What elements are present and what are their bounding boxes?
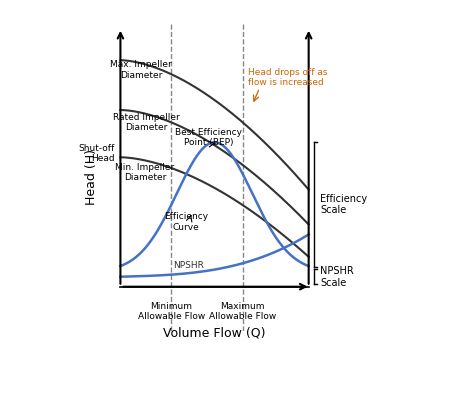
Text: Efficiency
Curve: Efficiency Curve (164, 212, 209, 232)
Text: Best Efficiency
Point (BEP): Best Efficiency Point (BEP) (175, 128, 242, 147)
Text: Head (H): Head (H) (85, 149, 98, 205)
Text: Min. Impeller
Diameter: Min. Impeller Diameter (115, 162, 174, 182)
Text: Minimum
Allowable Flow: Minimum Allowable Flow (137, 302, 205, 321)
Text: Maximum
Allowable Flow: Maximum Allowable Flow (209, 302, 276, 321)
Text: Rated Impeller
Diameter: Rated Impeller Diameter (113, 113, 180, 132)
Text: NPSHR: NPSHR (173, 261, 204, 270)
Text: Max. Impeller
Diameter: Max. Impeller Diameter (110, 60, 172, 80)
Text: Shut-off
Head: Shut-off Head (79, 144, 115, 163)
Text: NPSHR
Scale: NPSHR Scale (320, 266, 354, 288)
Text: Efficiency
Scale: Efficiency Scale (320, 194, 367, 216)
Text: Volume Flow (Q): Volume Flow (Q) (163, 327, 266, 340)
Text: Head drops off as
flow is increased: Head drops off as flow is increased (248, 68, 328, 87)
